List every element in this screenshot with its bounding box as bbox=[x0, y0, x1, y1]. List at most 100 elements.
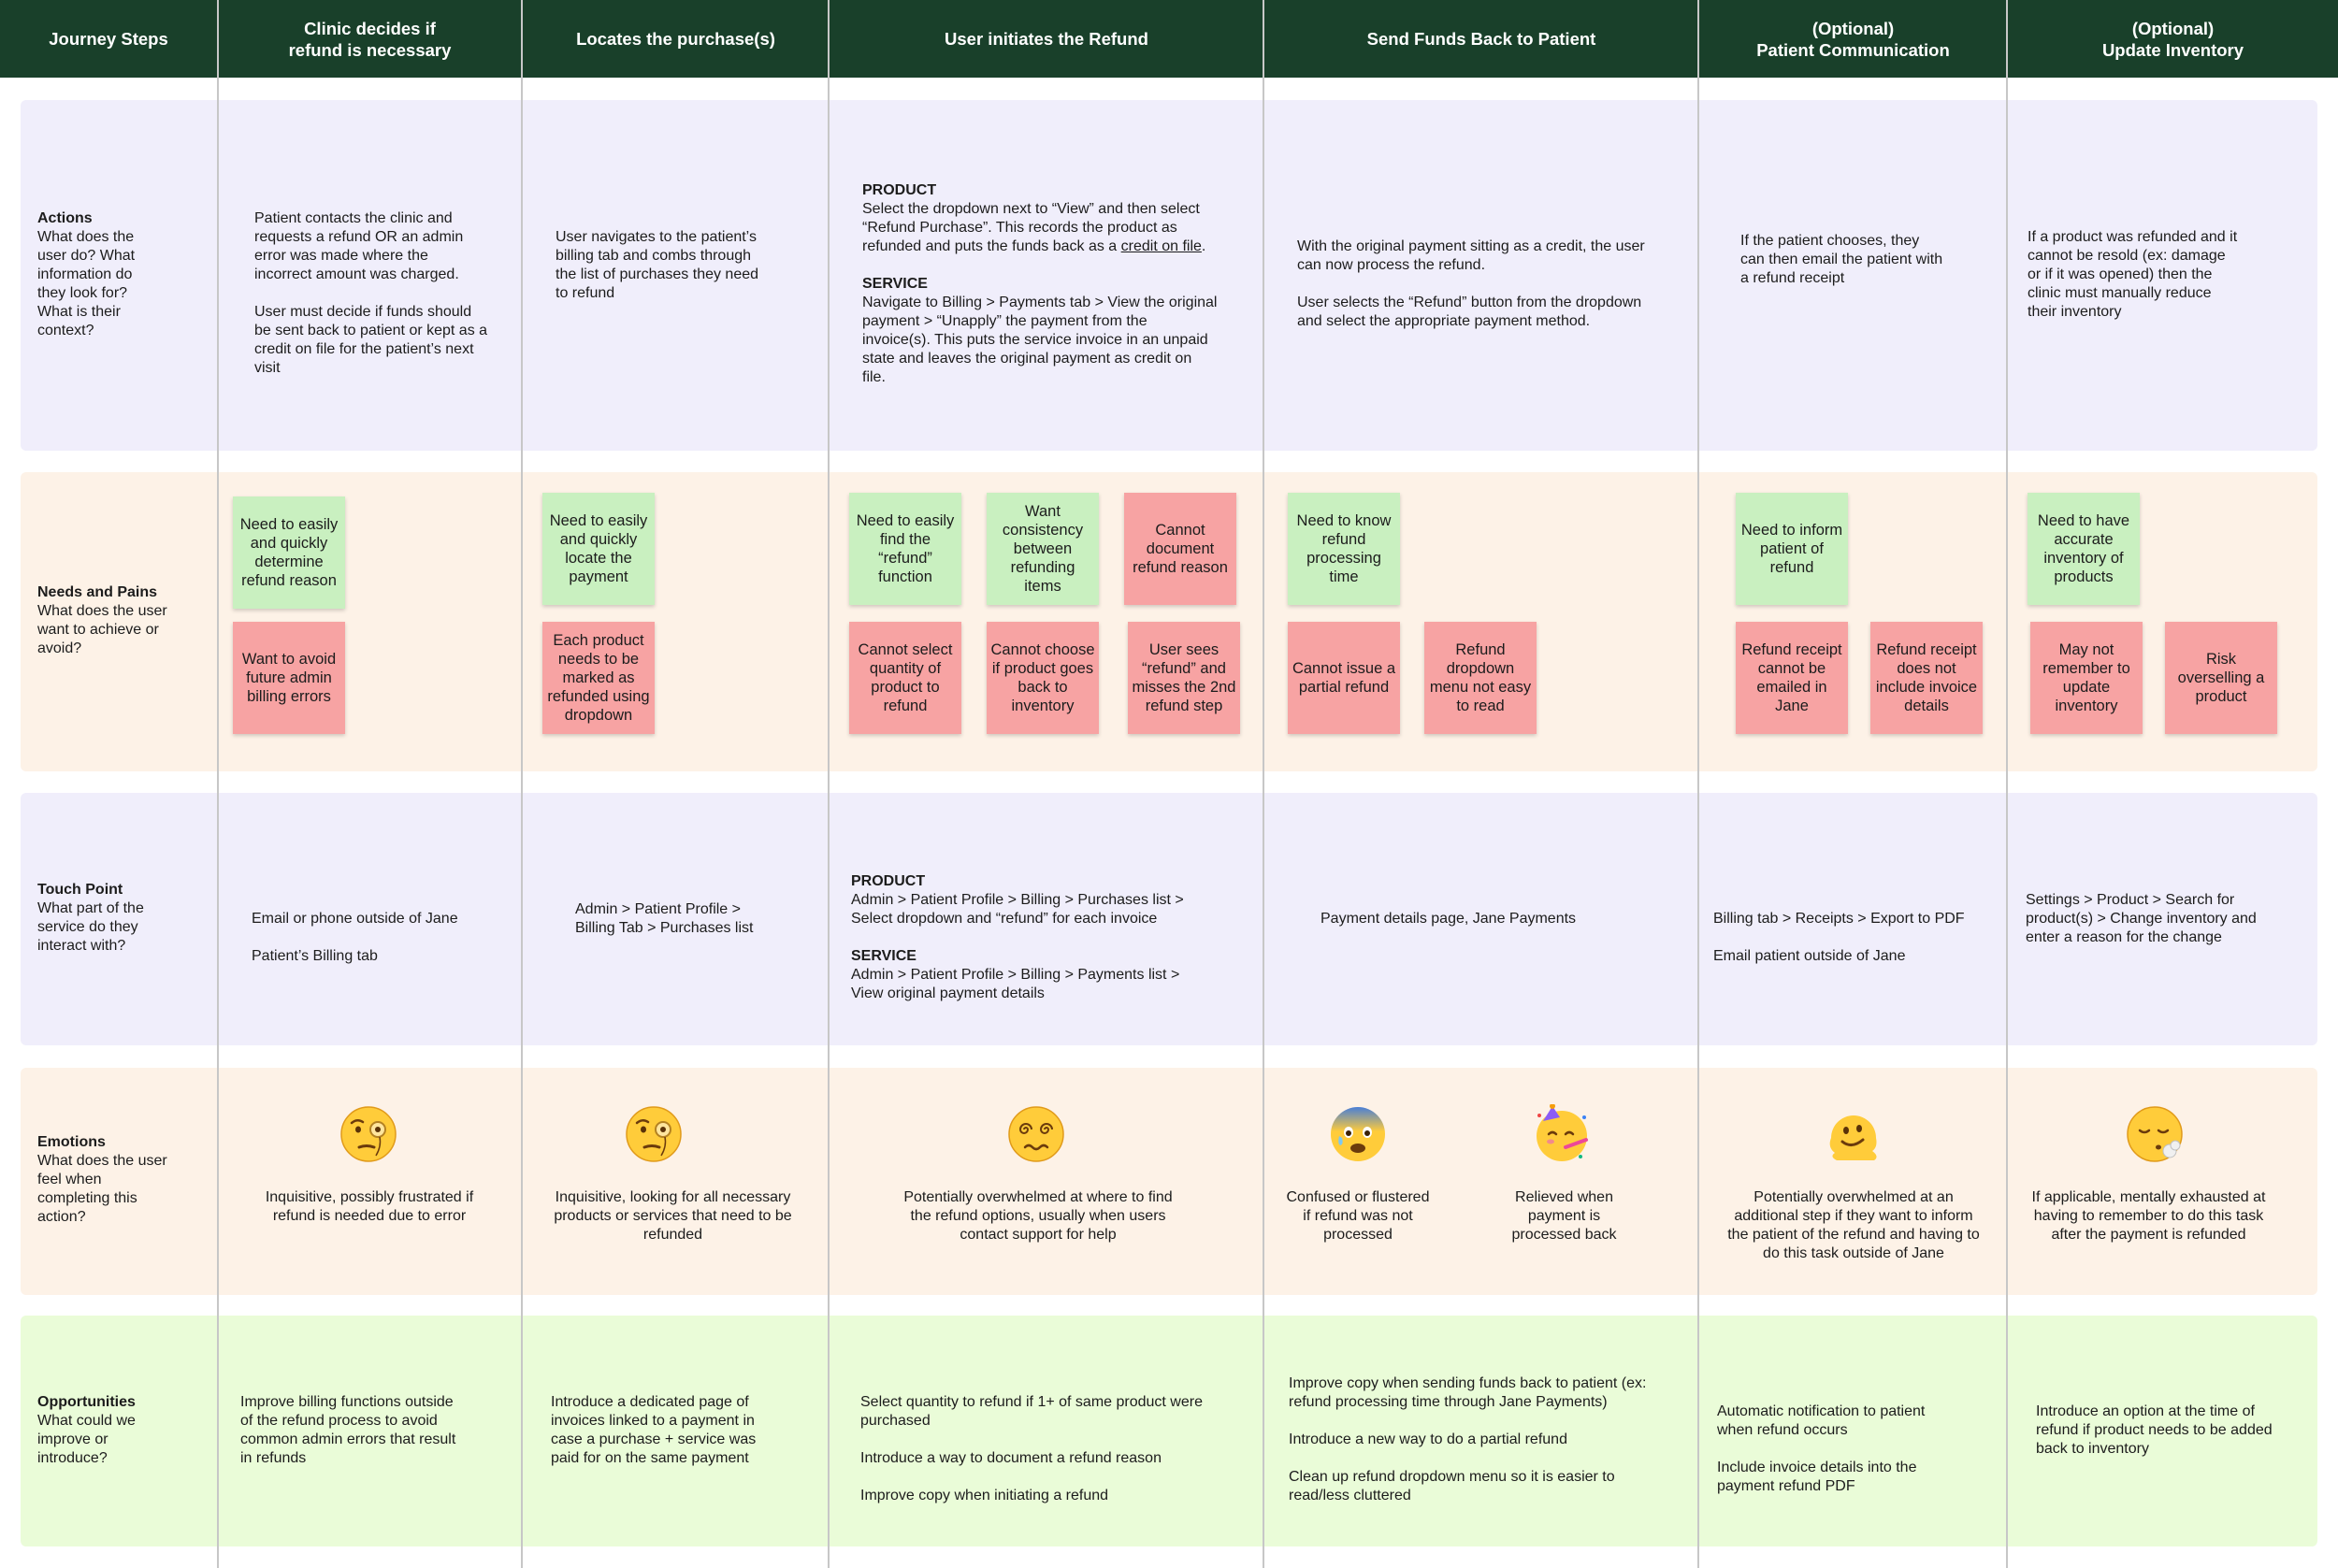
needs-row-label: Needs and Pains What does the user want … bbox=[37, 583, 178, 658]
sticky-need: Need to easily and quickly determine ref… bbox=[233, 496, 345, 609]
service-label: SERVICE bbox=[851, 948, 916, 964]
sticky-need: Need to easily find the “refund” functio… bbox=[849, 493, 961, 605]
sticky-pain: Want to avoid future admin billing error… bbox=[233, 622, 345, 734]
service-label: SERVICE bbox=[862, 276, 928, 292]
melting-face-icon bbox=[1829, 1115, 1877, 1160]
partying-face-icon bbox=[1537, 1104, 1588, 1161]
touch-text: Patient’s Billing tab bbox=[252, 948, 378, 964]
header-initiates-refund: User initiates the Refund bbox=[945, 29, 1148, 49]
actions-text: User must decide if funds should be sent… bbox=[254, 304, 488, 376]
opportunity-text: Select quantity to refund if 1+ of same … bbox=[860, 1394, 1203, 1429]
sticky-pain: May not remember to update inventory bbox=[2030, 622, 2143, 734]
column-divider bbox=[1263, 0, 1264, 1568]
header-journey-steps: Journey Steps bbox=[49, 29, 168, 49]
sticky-need: Need to inform patient of refund bbox=[1736, 493, 1848, 605]
emotion-text: Confused or flustered if refund was not … bbox=[1286, 1189, 1430, 1243]
emotion-text: Relieved when payment is processed back bbox=[1511, 1189, 1617, 1243]
product-label: PRODUCT bbox=[851, 873, 926, 889]
emotions-row-label: Emotions What does the user feel when co… bbox=[37, 1133, 168, 1227]
sticky-need: Need to easily and quickly locate the pa… bbox=[542, 493, 655, 605]
opportunity-text: Include invoice details into the payment… bbox=[1717, 1460, 1917, 1494]
emotion-text: Inquisitive, looking for all necessary p… bbox=[554, 1189, 792, 1243]
column-divider bbox=[1697, 0, 1699, 1568]
opportunity-clinic-decides: Improve billing functions outside of the… bbox=[240, 1394, 456, 1466]
emotion-text: If applicable, mentally exhausted at hav… bbox=[2031, 1189, 2266, 1243]
opportunity-text: Automatic notification to patient when r… bbox=[1717, 1403, 1926, 1438]
credit-on-file-link[interactable]: credit on file bbox=[1120, 238, 1202, 254]
sticky-pain: Refund dropdown menu not easy to read bbox=[1424, 622, 1537, 734]
actions-band bbox=[21, 100, 2317, 451]
emotion-text: Potentially overwhelmed at where to find… bbox=[903, 1189, 1173, 1243]
actions-text: Patient contacts the clinic and requests… bbox=[254, 210, 464, 282]
touch-send-funds: Payment details page, Jane Payments bbox=[1321, 911, 1577, 927]
anxious-face-with-sweat-icon bbox=[1331, 1107, 1385, 1161]
opportunity-patient-communication: Automatic notification to patient when r… bbox=[1717, 1384, 1960, 1496]
opportunities-question: What could we improve or introduce? bbox=[37, 1413, 136, 1466]
opportunities-title: Opportunities bbox=[37, 1394, 136, 1410]
touch-text: Email or phone outside of Jane bbox=[252, 911, 458, 927]
header-bar: Journey Steps Clinic decides if refund i… bbox=[0, 0, 2338, 78]
touch-initiates-refund: PRODUCT Admin > Patient Profile > Billing… bbox=[851, 854, 1216, 1003]
emotions-question: What does the user feel when completing … bbox=[37, 1153, 167, 1225]
emotion-text: Potentially overwhelmed at an additional… bbox=[1727, 1189, 1980, 1261]
touch-clinic-decides: Email or phone outside of Jane Patient’s … bbox=[252, 891, 495, 966]
opportunity-update-inventory: Introduce an option at the time of refun… bbox=[2036, 1403, 2273, 1457]
sticky-pain: Each product needs to be marked as refun… bbox=[542, 622, 655, 734]
sticky-need: Need to have accurate inventory of produ… bbox=[2028, 493, 2140, 605]
product-label: PRODUCT bbox=[862, 182, 937, 198]
opportunities-band bbox=[21, 1316, 2317, 1546]
header-patient-communication: (Optional) Patient Communication bbox=[1756, 18, 1950, 60]
actions-title: Actions bbox=[37, 210, 93, 226]
opportunities-row-label: Opportunities What could we improve or i… bbox=[37, 1393, 168, 1468]
sticky-pain: Refund receipt does not include invoice … bbox=[1870, 622, 1983, 734]
sticky-pain: User sees “refund” and misses the 2nd re… bbox=[1128, 622, 1240, 734]
sticky-pain: Cannot select quantity of product to ref… bbox=[849, 622, 961, 734]
face-with-spiral-eyes-icon bbox=[1008, 1106, 1064, 1162]
actions-text: With the original payment sitting as a c… bbox=[1297, 238, 1645, 273]
emotions-band bbox=[21, 1068, 2317, 1295]
actions-patient-communication: If the patient chooses, they can then em… bbox=[1740, 233, 1943, 286]
face-exhaling-icon bbox=[2127, 1106, 2183, 1162]
opportunity-send-funds: Improve copy when sending funds back to … bbox=[1289, 1356, 1653, 1505]
opportunity-text: Introduce a way to document a refund rea… bbox=[860, 1450, 1162, 1466]
actions-send-funds: With the original payment sitting as a c… bbox=[1297, 219, 1662, 331]
actions-update-inventory: If a product was refunded and it cannot … bbox=[2028, 229, 2238, 320]
emotion-text: Inquisitive, possibly frustrated if refu… bbox=[265, 1189, 474, 1224]
sticky-pain: Cannot issue a partial refund bbox=[1288, 622, 1400, 734]
touch-update-inventory: Settings > Product > Search for product(… bbox=[2026, 892, 2257, 945]
touch-title: Touch Point bbox=[37, 882, 123, 898]
opportunity-locates-purchase: Introduce a dedicated page of invoices l… bbox=[551, 1394, 757, 1466]
actions-text: Select the dropdown next to “View” and t… bbox=[862, 201, 1200, 254]
opportunity-initiates-refund: Select quantity to refund if 1+ of same … bbox=[860, 1374, 1206, 1505]
header-update-inventory: (Optional) Update Inventory bbox=[2101, 18, 2244, 60]
actions-question: What does the user do? What information … bbox=[37, 229, 136, 338]
actions-text: User selects the “Refund” button from th… bbox=[1297, 295, 1642, 329]
sticky-need: Need to know refund processing time bbox=[1288, 493, 1400, 605]
header-send-funds: Send Funds Back to Patient bbox=[1366, 29, 1596, 49]
header-clinic-decides: Clinic decides if refund is necessary bbox=[288, 18, 452, 60]
actions-clinic-decides: Patient contacts the clinic and requests… bbox=[254, 191, 488, 378]
sticky-pain: Risk overselling a product bbox=[2165, 622, 2277, 734]
actions-initiates-refund: PRODUCT Select the dropdown next to “View… bbox=[862, 163, 1218, 387]
sticky-pain: Refund receipt cannot be emailed in Jane bbox=[1736, 622, 1848, 734]
column-divider bbox=[2006, 0, 2008, 1568]
face-with-monocle-icon bbox=[626, 1106, 682, 1162]
actions-locates-purchase: User navigates to the patient’s billing … bbox=[556, 229, 759, 301]
needs-title: Needs and Pains bbox=[37, 584, 158, 600]
opportunity-text: Introduce a new way to do a partial refu… bbox=[1289, 1431, 1567, 1447]
sticky-need: Want consistency between refunding items bbox=[987, 493, 1099, 605]
actions-text: Navigate to Billing > Payments tab > Vie… bbox=[862, 295, 1218, 385]
face-with-monocle-icon bbox=[340, 1106, 397, 1162]
touch-question: What part of the service do they interac… bbox=[37, 900, 144, 954]
opportunity-text: Improve copy when sending funds back to … bbox=[1289, 1375, 1647, 1410]
column-divider bbox=[217, 0, 219, 1568]
column-divider bbox=[521, 0, 523, 1568]
needs-question: What does the user want to achieve or av… bbox=[37, 603, 167, 656]
touch-point-band bbox=[21, 793, 2317, 1045]
opportunity-text: Clean up refund dropdown menu so it is e… bbox=[1289, 1469, 1615, 1503]
sticky-pain: Cannot document refund reason bbox=[1124, 493, 1236, 605]
header-locates-purchase: Locates the purchase(s) bbox=[576, 29, 775, 49]
touch-text: Admin > Patient Profile > Billing > Paym… bbox=[851, 967, 1180, 1001]
touch-patient-communication: Billing tab > Receipts > Export to PDF Em… bbox=[1713, 891, 1994, 966]
touch-text: Email patient outside of Jane bbox=[1713, 948, 1906, 964]
